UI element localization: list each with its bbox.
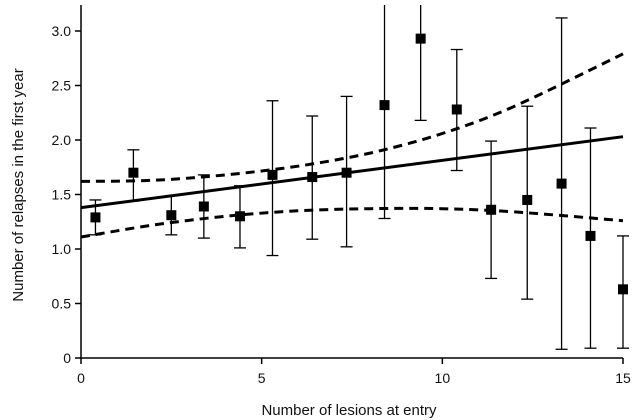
- data-point-group: [89, 199, 102, 236]
- data-point-marker: [341, 167, 352, 178]
- data-point-group: [197, 174, 210, 239]
- data-point-group: [233, 185, 246, 249]
- data-point-group: [266, 100, 279, 257]
- data-point-marker: [451, 104, 462, 115]
- plot-area: [80, 5, 629, 350]
- axes: 0 0.5 1.0 1.5 2.0 2.5 3.0 0 5 10 15: [52, 5, 631, 386]
- y-tick-label: 2.5: [52, 78, 72, 94]
- data-point-marker: [267, 169, 278, 180]
- data-point-marker: [618, 284, 628, 295]
- y-tick-label: 2.0: [52, 132, 72, 148]
- data-point-marker: [307, 172, 318, 183]
- fit-line: [80, 135, 624, 210]
- x-tick-label: 0: [77, 370, 85, 386]
- y-tick-label: 0.5: [52, 296, 72, 312]
- ci-upper-line: [80, 52, 624, 183]
- data-point-marker: [90, 212, 101, 223]
- x-tick-label: 10: [435, 370, 451, 386]
- data-point-group: [340, 95, 353, 248]
- data-point-group: [521, 105, 534, 300]
- ci-lower-line: [80, 206, 624, 239]
- data-point-marker: [522, 194, 533, 205]
- data-point-marker: [128, 167, 139, 178]
- y-tick-label: 0: [63, 350, 71, 366]
- data-point-group: [617, 235, 629, 349]
- x-axis-title: Number of lesions at entry: [261, 402, 437, 419]
- data-point-group: [584, 127, 597, 349]
- data-point-marker: [556, 178, 567, 189]
- y-tick-label: 1.5: [52, 187, 72, 203]
- data-point-group: [165, 194, 178, 236]
- data-point-marker: [415, 33, 426, 44]
- data-point-group: [485, 140, 498, 280]
- data-point-marker: [234, 211, 245, 222]
- data-point-group: [414, 5, 427, 122]
- data-point-marker: [585, 230, 596, 241]
- data-point-marker: [379, 100, 390, 111]
- y-tick-label: 3.0: [52, 23, 72, 39]
- data-point-group: [555, 17, 568, 350]
- data-point-group: [378, 5, 391, 220]
- y-tick-label: 1.0: [52, 241, 72, 257]
- data-point-marker: [166, 210, 177, 221]
- data-point-marker: [486, 204, 497, 215]
- x-tick-label: 5: [258, 370, 266, 386]
- x-tick-label: 15: [615, 370, 631, 386]
- data-point-marker: [198, 201, 209, 212]
- data-point-group: [450, 48, 463, 172]
- data-point-group: [306, 115, 319, 240]
- data-point-group: [127, 149, 140, 202]
- y-axis-title: Number of relapses in the first year: [10, 68, 27, 301]
